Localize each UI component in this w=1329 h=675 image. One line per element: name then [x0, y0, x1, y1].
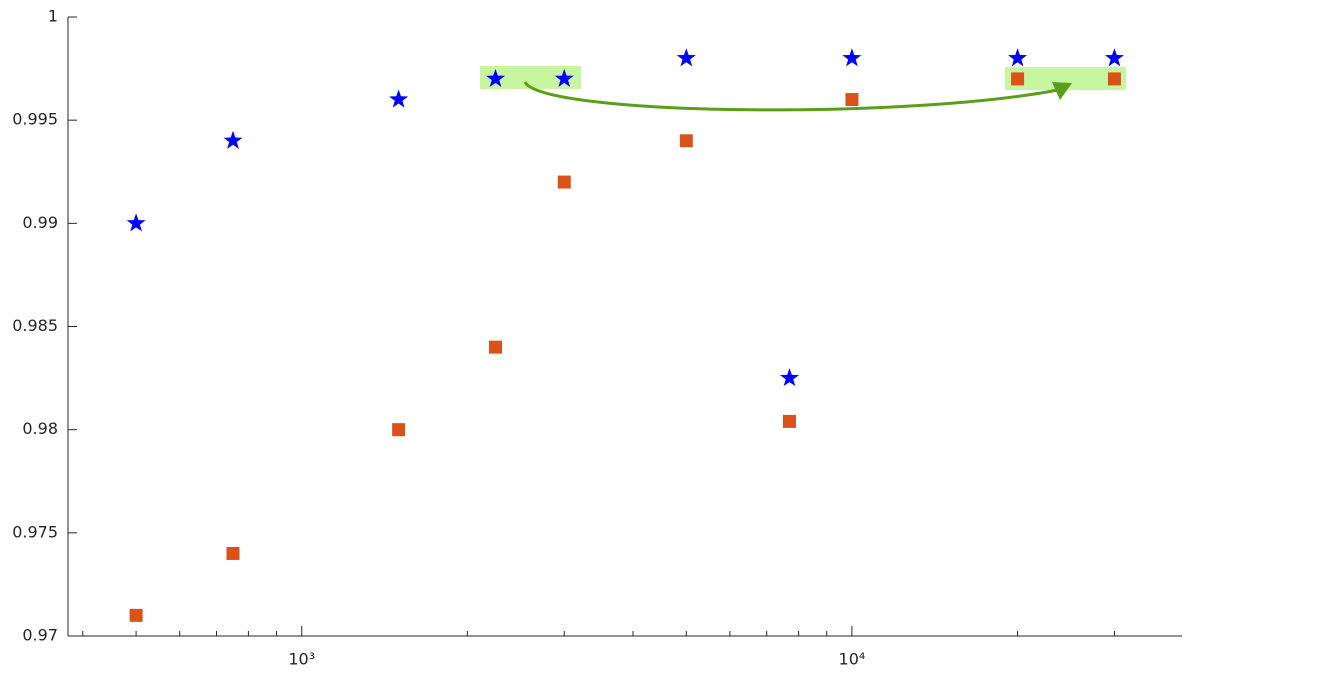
point [489, 340, 503, 354]
point [1011, 72, 1025, 86]
y-tick-label: 0.99 [22, 213, 58, 232]
point [1008, 48, 1028, 67]
x-tick-label: 10⁴ [839, 650, 866, 669]
point [226, 546, 240, 560]
plot-area [126, 48, 1124, 622]
point [389, 89, 409, 108]
y-tick-label: 0.97 [22, 626, 58, 645]
point [845, 93, 859, 107]
point [782, 414, 796, 428]
y-tick-label: 0.98 [22, 419, 58, 438]
highlight [480, 66, 581, 89]
point [129, 608, 143, 622]
point [779, 368, 799, 387]
point [554, 68, 574, 87]
x-tick-label: 10³ [288, 650, 315, 669]
point [486, 68, 506, 87]
point [1107, 72, 1121, 86]
arrow [523, 81, 1059, 112]
y-tick-label: 0.995 [12, 110, 58, 129]
point [223, 130, 243, 149]
point [676, 48, 696, 67]
highlight [1005, 67, 1126, 90]
point [557, 175, 571, 189]
point [126, 213, 146, 232]
point [1104, 48, 1124, 67]
y-tick-label: 1 [48, 7, 58, 26]
point [679, 134, 693, 148]
point [392, 423, 406, 437]
point [842, 48, 862, 67]
arrow-head [1052, 82, 1072, 100]
y-tick-label: 0.985 [12, 316, 58, 335]
y-tick-label: 0.975 [12, 522, 58, 541]
